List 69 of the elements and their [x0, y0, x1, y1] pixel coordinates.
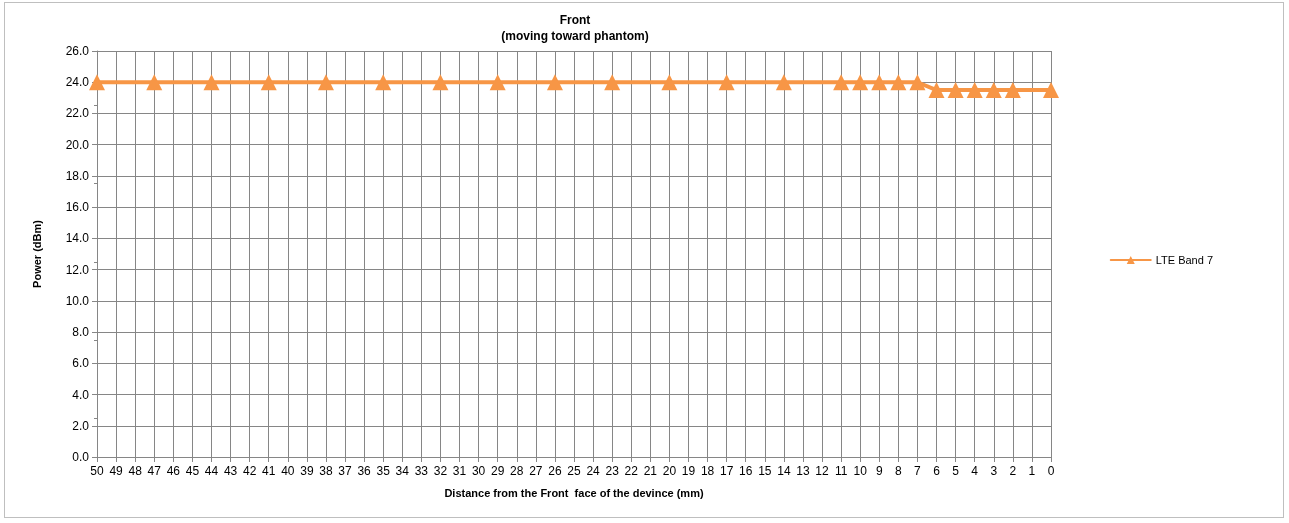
- y-tick-label: 20.0: [65, 137, 90, 152]
- y-tick-label: 4.0: [72, 387, 90, 402]
- x-tick-label: 33: [414, 464, 429, 478]
- x-tick-label: 39: [300, 464, 314, 478]
- x-tick-label: 24: [586, 464, 601, 478]
- y-tick-label: 10.0: [65, 293, 90, 308]
- x-tick-label: 5: [952, 464, 960, 478]
- y-tick-label: 14.0: [65, 231, 90, 246]
- x-tick-label: 13: [796, 464, 810, 478]
- x-tick-label: 43: [223, 464, 238, 478]
- x-tick-label: 23: [605, 464, 620, 478]
- x-tick-label: 9: [875, 464, 883, 478]
- x-tick-label: 17: [719, 464, 734, 478]
- legend-label: LTE Band 7: [1155, 254, 1213, 266]
- x-tick-label: 44: [204, 464, 219, 478]
- chart-title: Front (moving toward phantom): [501, 13, 649, 43]
- y-tick-label: 24.0: [65, 75, 90, 90]
- y-tick-label: 18.0: [65, 168, 90, 183]
- x-tick-label: 2: [1009, 464, 1017, 478]
- y-tick-label: 22.0: [65, 106, 90, 121]
- x-axis-title: Distance from the Front face of the devince (mm): [444, 486, 704, 499]
- x-tick-label: 20: [662, 464, 677, 478]
- x-tick-label: 21: [643, 464, 658, 478]
- x-tick-label: 30: [471, 464, 486, 478]
- x-tick-label: 6: [933, 464, 941, 478]
- y-axis-title: Power (dBm): [30, 219, 43, 288]
- x-tick-label: 4: [971, 464, 979, 478]
- x-tick-label: 47: [147, 464, 162, 478]
- x-tick-label: 14: [777, 464, 791, 478]
- x-tick-label: 36: [357, 464, 372, 478]
- y-tick-label: 0.0: [72, 450, 90, 464]
- x-tick-label: 22: [624, 464, 639, 478]
- x-tick-label: 35: [376, 464, 391, 478]
- y-tick-label: 26.0: [65, 44, 90, 58]
- x-tick-label: 37: [338, 464, 353, 478]
- x-tick-label: 29: [491, 464, 505, 478]
- x-tick-label: 38: [319, 464, 333, 478]
- x-tick-label: 31: [452, 464, 467, 478]
- x-tick-label: 15: [758, 464, 772, 478]
- x-tick-label: 46: [166, 464, 181, 478]
- x-tick-label: 3: [990, 464, 998, 478]
- x-tick-label: 11: [834, 464, 848, 478]
- x-tick-label: 18: [700, 464, 715, 478]
- y-tick-label: 8.0: [72, 325, 90, 340]
- y-tick-label: 16.0: [65, 200, 90, 215]
- x-tick-label: 12: [815, 464, 830, 478]
- y-tick-label: 6.0: [72, 356, 90, 371]
- x-tick-label: 49: [109, 464, 124, 478]
- x-tick-label: 7: [914, 464, 922, 478]
- x-tick-label: 25: [567, 464, 581, 478]
- x-tick-label: 34: [395, 464, 410, 478]
- x-tick-label: 0: [1047, 464, 1055, 478]
- x-tick-label: 40: [281, 464, 295, 478]
- x-tick-label: 48: [128, 464, 143, 478]
- x-tick-label: 32: [433, 464, 448, 478]
- x-tick-label: 26: [548, 464, 562, 478]
- x-tick-label: 41: [262, 464, 276, 478]
- x-tick-label: 45: [185, 464, 200, 478]
- x-tick-label: 28: [510, 464, 524, 478]
- x-tick-label: 8: [895, 464, 903, 478]
- x-tick-label: 16: [739, 464, 753, 478]
- x-tick-label: 19: [681, 464, 696, 478]
- x-tick-label: 10: [853, 464, 868, 478]
- y-tick-label: 12.0: [65, 262, 90, 277]
- x-tick-label: 1: [1028, 464, 1036, 478]
- x-tick-label: 42: [242, 464, 257, 478]
- x-tick-label: 50: [90, 464, 104, 478]
- y-tick-label: 2.0: [72, 418, 90, 433]
- x-tick-label: 27: [529, 464, 543, 478]
